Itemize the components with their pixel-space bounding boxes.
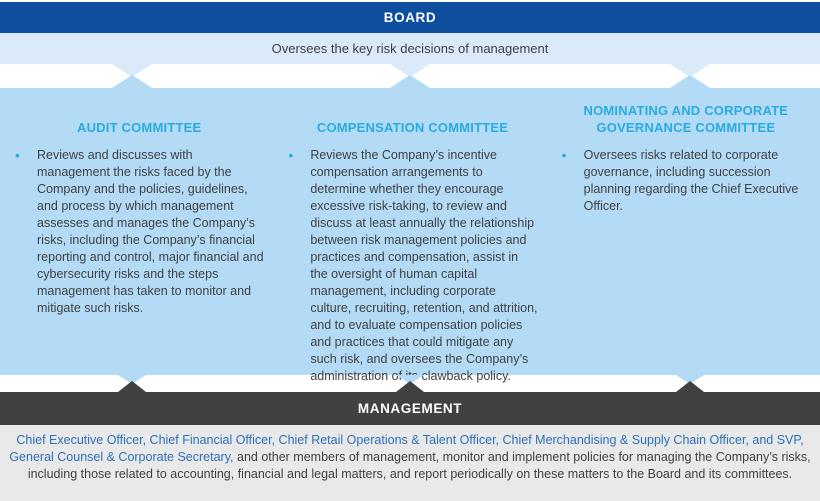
board-header-bar: BOARD xyxy=(0,2,820,33)
board-to-committees-connectors xyxy=(0,64,820,88)
triangle-up-icon xyxy=(670,75,710,88)
committee-audit: AUDIT COMMITTEE • Reviews and discusses … xyxy=(0,88,273,375)
management-roles-list: Chief Executive Officer, Chief Financial… xyxy=(9,433,804,464)
down-arrow-connector-icon xyxy=(670,64,710,88)
committee-heading-row: AUDIT COMMITTEE xyxy=(13,100,265,136)
committee-bullet-item: • Oversees risks related to corporate go… xyxy=(560,147,812,215)
triangle-up-icon xyxy=(676,381,704,392)
triangle-up-icon xyxy=(118,381,146,392)
bullet-icon: • xyxy=(561,147,567,163)
audit-committee-description: Reviews and discusses with management th… xyxy=(37,148,264,315)
triangle-down-icon xyxy=(112,64,152,77)
bullet-icon: • xyxy=(288,147,294,163)
triangle-up-icon xyxy=(112,75,152,88)
board-subtitle-band: Oversees the key risk decisions of manag… xyxy=(0,33,820,64)
board-subtitle: Oversees the key risk decisions of manag… xyxy=(271,41,549,56)
triangle-up-icon xyxy=(390,75,430,88)
triangle-up-icon xyxy=(396,381,424,392)
compensation-committee-description: Reviews the Company’s incentive compensa… xyxy=(310,148,538,383)
compensation-committee-title: COMPENSATION COMMITTEE xyxy=(316,120,509,135)
management-title: MANAGEMENT xyxy=(357,401,463,416)
nominating-governance-committee-title: NOMINATING AND CORPORATE GOVERNANCE COMM… xyxy=(583,103,789,135)
committee-heading-row: NOMINATING AND CORPORATE GOVERNANCE COMM… xyxy=(560,100,812,136)
committee-bullet-item: • Reviews and discusses with management … xyxy=(13,147,265,317)
down-arrow-connector-icon xyxy=(390,64,430,88)
committees-panel: AUDIT COMMITTEE • Reviews and discusses … xyxy=(0,88,820,383)
triangle-down-icon xyxy=(670,64,710,77)
board-title: BOARD xyxy=(383,10,437,25)
management-description-panel: Chief Executive Officer, Chief Financial… xyxy=(0,425,820,501)
triangle-down-icon xyxy=(390,64,430,77)
management-header-bar: MANAGEMENT xyxy=(0,392,820,425)
audit-committee-title: AUDIT COMMITTEE xyxy=(77,120,202,135)
committee-compensation: COMPENSATION COMMITTEE • Reviews the Com… xyxy=(273,88,546,383)
committee-bullet-item: • Reviews the Company’s incentive compen… xyxy=(286,147,538,385)
triangle-down-icon xyxy=(118,375,146,384)
bullet-icon: • xyxy=(15,147,20,163)
committee-nominating-governance: NOMINATING AND CORPORATE GOVERNANCE COMM… xyxy=(547,88,820,375)
triangle-down-icon xyxy=(396,375,424,384)
committee-heading-row: COMPENSATION COMMITTEE xyxy=(286,100,538,136)
management-description-text: and other members of management, monitor… xyxy=(27,450,811,481)
down-arrow-connector-icon xyxy=(112,64,152,88)
nominating-governance-committee-description: Oversees risks related to corporate gove… xyxy=(583,148,799,213)
triangle-down-icon xyxy=(676,375,704,384)
committees-to-management-connectors xyxy=(0,375,820,392)
management-description: Chief Executive Officer, Chief Financial… xyxy=(7,425,813,501)
